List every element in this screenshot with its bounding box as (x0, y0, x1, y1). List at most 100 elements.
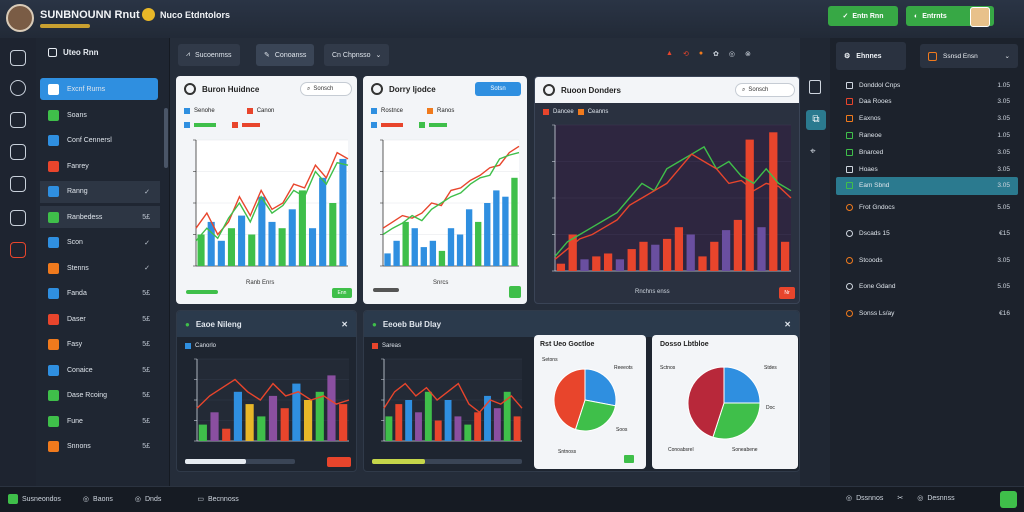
user-avatar[interactable] (6, 4, 34, 32)
close-icon[interactable]: ⊗ (745, 51, 751, 58)
sidebar-item[interactable]: Conaice 5£ (40, 359, 160, 381)
right-panel-header[interactable]: ⚙ Ehnnes (836, 42, 906, 70)
right-panel-item[interactable]: Eam Sbnd 3.05 (836, 176, 1018, 195)
doc-icon[interactable] (809, 80, 821, 94)
sidebar-item-icon (48, 441, 59, 452)
sidebar-item-label: Fasy (67, 341, 83, 348)
panel-budget-search[interactable]: ⌕ Sonsch (300, 82, 352, 96)
sidebar-scrollbar[interactable] (164, 108, 168, 168)
sidebar-item[interactable]: Ranbedess 5£ (40, 206, 160, 228)
panel-budget-enter-button[interactable]: Enn (332, 288, 352, 298)
close-icon[interactable]: ✕ (341, 319, 348, 329)
sidebar-item[interactable]: Stenns ✓ (40, 257, 160, 279)
right-panel-item[interactable]: Eone Gdand 5.05 (836, 278, 1018, 296)
chart-legend-2 (371, 122, 447, 128)
sidebar-item[interactable]: Excnf Rurns (40, 78, 158, 100)
users-icon[interactable] (10, 242, 26, 258)
home-icon[interactable] (10, 50, 26, 66)
right-panel-item[interactable]: Donddol Cnps 1.05 (836, 76, 1018, 94)
app-title: SUNBNOUNN Rnut (40, 9, 140, 21)
status-item-2[interactable]: ◎ Baons (82, 495, 113, 504)
pie-slice (723, 366, 761, 404)
sidebar-item-label: Snnons (67, 443, 91, 450)
sidebar-item-label: Daser (67, 315, 86, 323)
right-panel-dropdown[interactable]: Ssnsd Ensn ⌄ (920, 44, 1018, 68)
panel-logo-icon (184, 83, 196, 95)
sidebar-item[interactable]: Soans (40, 104, 160, 126)
right-panel-item[interactable]: Stcoods 3.05 (836, 251, 1018, 269)
chart-bar (217, 240, 225, 266)
right-panel-item[interactable]: Sonss Ls/ay €16 (836, 304, 1018, 322)
sidebar-item[interactable]: Fune 5£ (40, 410, 160, 432)
chart-bar (197, 234, 205, 266)
right-panel-item[interactable]: Bnarced 3.05 (836, 143, 1018, 161)
sidebar-item[interactable]: Ranng ✓ (40, 180, 160, 203)
sidebar-item[interactable]: Conf Cennersl (40, 130, 160, 152)
right-panel-item-label: Eaxnos (859, 115, 881, 123)
right-panel-item-value: 3.05 (997, 115, 1010, 123)
sidebar-item[interactable]: Daser 5£ (40, 308, 160, 330)
status-item-main[interactable]: Susneondos (8, 494, 61, 504)
sidebar-item[interactable]: Dase Rcoing 5£ (40, 385, 160, 407)
panel-delivery-corner-button[interactable] (509, 286, 521, 298)
right-panel-item-value: 1.05 (997, 81, 1010, 89)
chart-bar (339, 158, 347, 266)
chart-bar (651, 244, 660, 271)
pie-card-1-check[interactable] (624, 455, 634, 463)
panel-revenue-search[interactable]: ⌕ Sonsch (735, 83, 795, 97)
right-panel-item[interactable]: Daa Rooes 3.05 (836, 93, 1018, 111)
sidebar-item[interactable]: Fanda 5£ (40, 283, 160, 305)
sidebar-item[interactable]: Scon ✓ (40, 232, 160, 254)
tools-icon[interactable]: ✂ (897, 495, 904, 502)
right-panel-item[interactable]: Hoaes 3.05 (836, 160, 1018, 178)
circle-icon: ◎ (82, 496, 90, 503)
bell-icon[interactable]: ● (698, 50, 704, 57)
panel-delivery-action-button[interactable]: Sotsn (475, 82, 521, 96)
tab-overview[interactable]: ⩘ Sucoenmss (178, 44, 240, 66)
sidebar-item-icon (48, 135, 59, 146)
right-panel-item[interactable]: Dscads 15 €15 (836, 225, 1018, 243)
legend-item: Senohe (194, 108, 215, 114)
tab-content[interactable]: ✎ Conoanss (256, 44, 315, 66)
right-panel: ⚙ Ehnnes Ssnsd Ensn ⌄ Donddol Cnps 1.05 Daa… (830, 38, 1024, 486)
primary-action-button[interactable]: ✓ Entn Rnn (828, 6, 898, 26)
tools-icon[interactable] (10, 144, 26, 160)
right-panel-item-label: Eam Sbnd (859, 182, 890, 190)
right-panel-item[interactable]: Eaxnos 3.05 (836, 110, 1018, 128)
globe-icon[interactable] (10, 80, 26, 96)
panel-revenue-next-button[interactable]: Nr (779, 287, 795, 299)
status-item-right-2[interactable]: ◎ Desnnss (917, 494, 954, 503)
pie-label: Doc (766, 405, 775, 411)
workspace-name[interactable]: Nuco Etdntolors (160, 10, 230, 20)
chart-series-line (382, 145, 520, 229)
sidebar-item[interactable]: Fasy 5£ (40, 334, 160, 356)
status-item-4[interactable]: ▭ Becnnoss (197, 495, 238, 504)
tab-overview-label: Sucoenmss (194, 51, 232, 59)
main-area: ⩘ Sucoenmss ✎ Conoanss Cn Chpnsso ⌄ ▲ ⟲ ● ✿… (170, 38, 820, 486)
circle-icon: ◎ (846, 495, 853, 502)
sidebar-item-tail: ✓ (144, 239, 150, 247)
pin-icon[interactable]: ⌖ (810, 146, 816, 157)
help-icon[interactable]: ◎ (728, 51, 736, 58)
progress-bar (372, 459, 522, 464)
status-item-3[interactable]: ◎ Dnds (135, 495, 161, 504)
tab-options[interactable]: Cn Chpnsso ⌄ (324, 44, 390, 66)
sidebar-item[interactable]: Fanrey (40, 155, 160, 177)
chart-bar (698, 256, 707, 271)
panel-earnings-red-button[interactable] (327, 457, 351, 467)
layers-icon[interactable]: ⧉ (806, 110, 826, 130)
close-icon[interactable]: ✕ (784, 319, 791, 329)
right-panel-item[interactable]: Raneoe 1.05 (836, 126, 1018, 144)
sidebar-item-tail: ✓ (144, 265, 150, 272)
panel-budget-footer (186, 290, 218, 294)
link-icon[interactable] (10, 112, 26, 128)
building-icon[interactable] (10, 176, 26, 192)
status-item-right-1[interactable]: ◎ Dssnnos (846, 494, 883, 503)
sidebar-item[interactable]: Snnons 5£ (40, 436, 160, 458)
calendar-icon[interactable] (10, 210, 26, 226)
right-panel-item[interactable]: Frot Gndocs 5.05 (836, 198, 1018, 216)
chart-bar (411, 228, 418, 266)
status-avatar[interactable] (1000, 491, 1017, 508)
profile-avatar[interactable] (970, 7, 990, 27)
settings-icon[interactable]: ✿ (713, 51, 719, 58)
